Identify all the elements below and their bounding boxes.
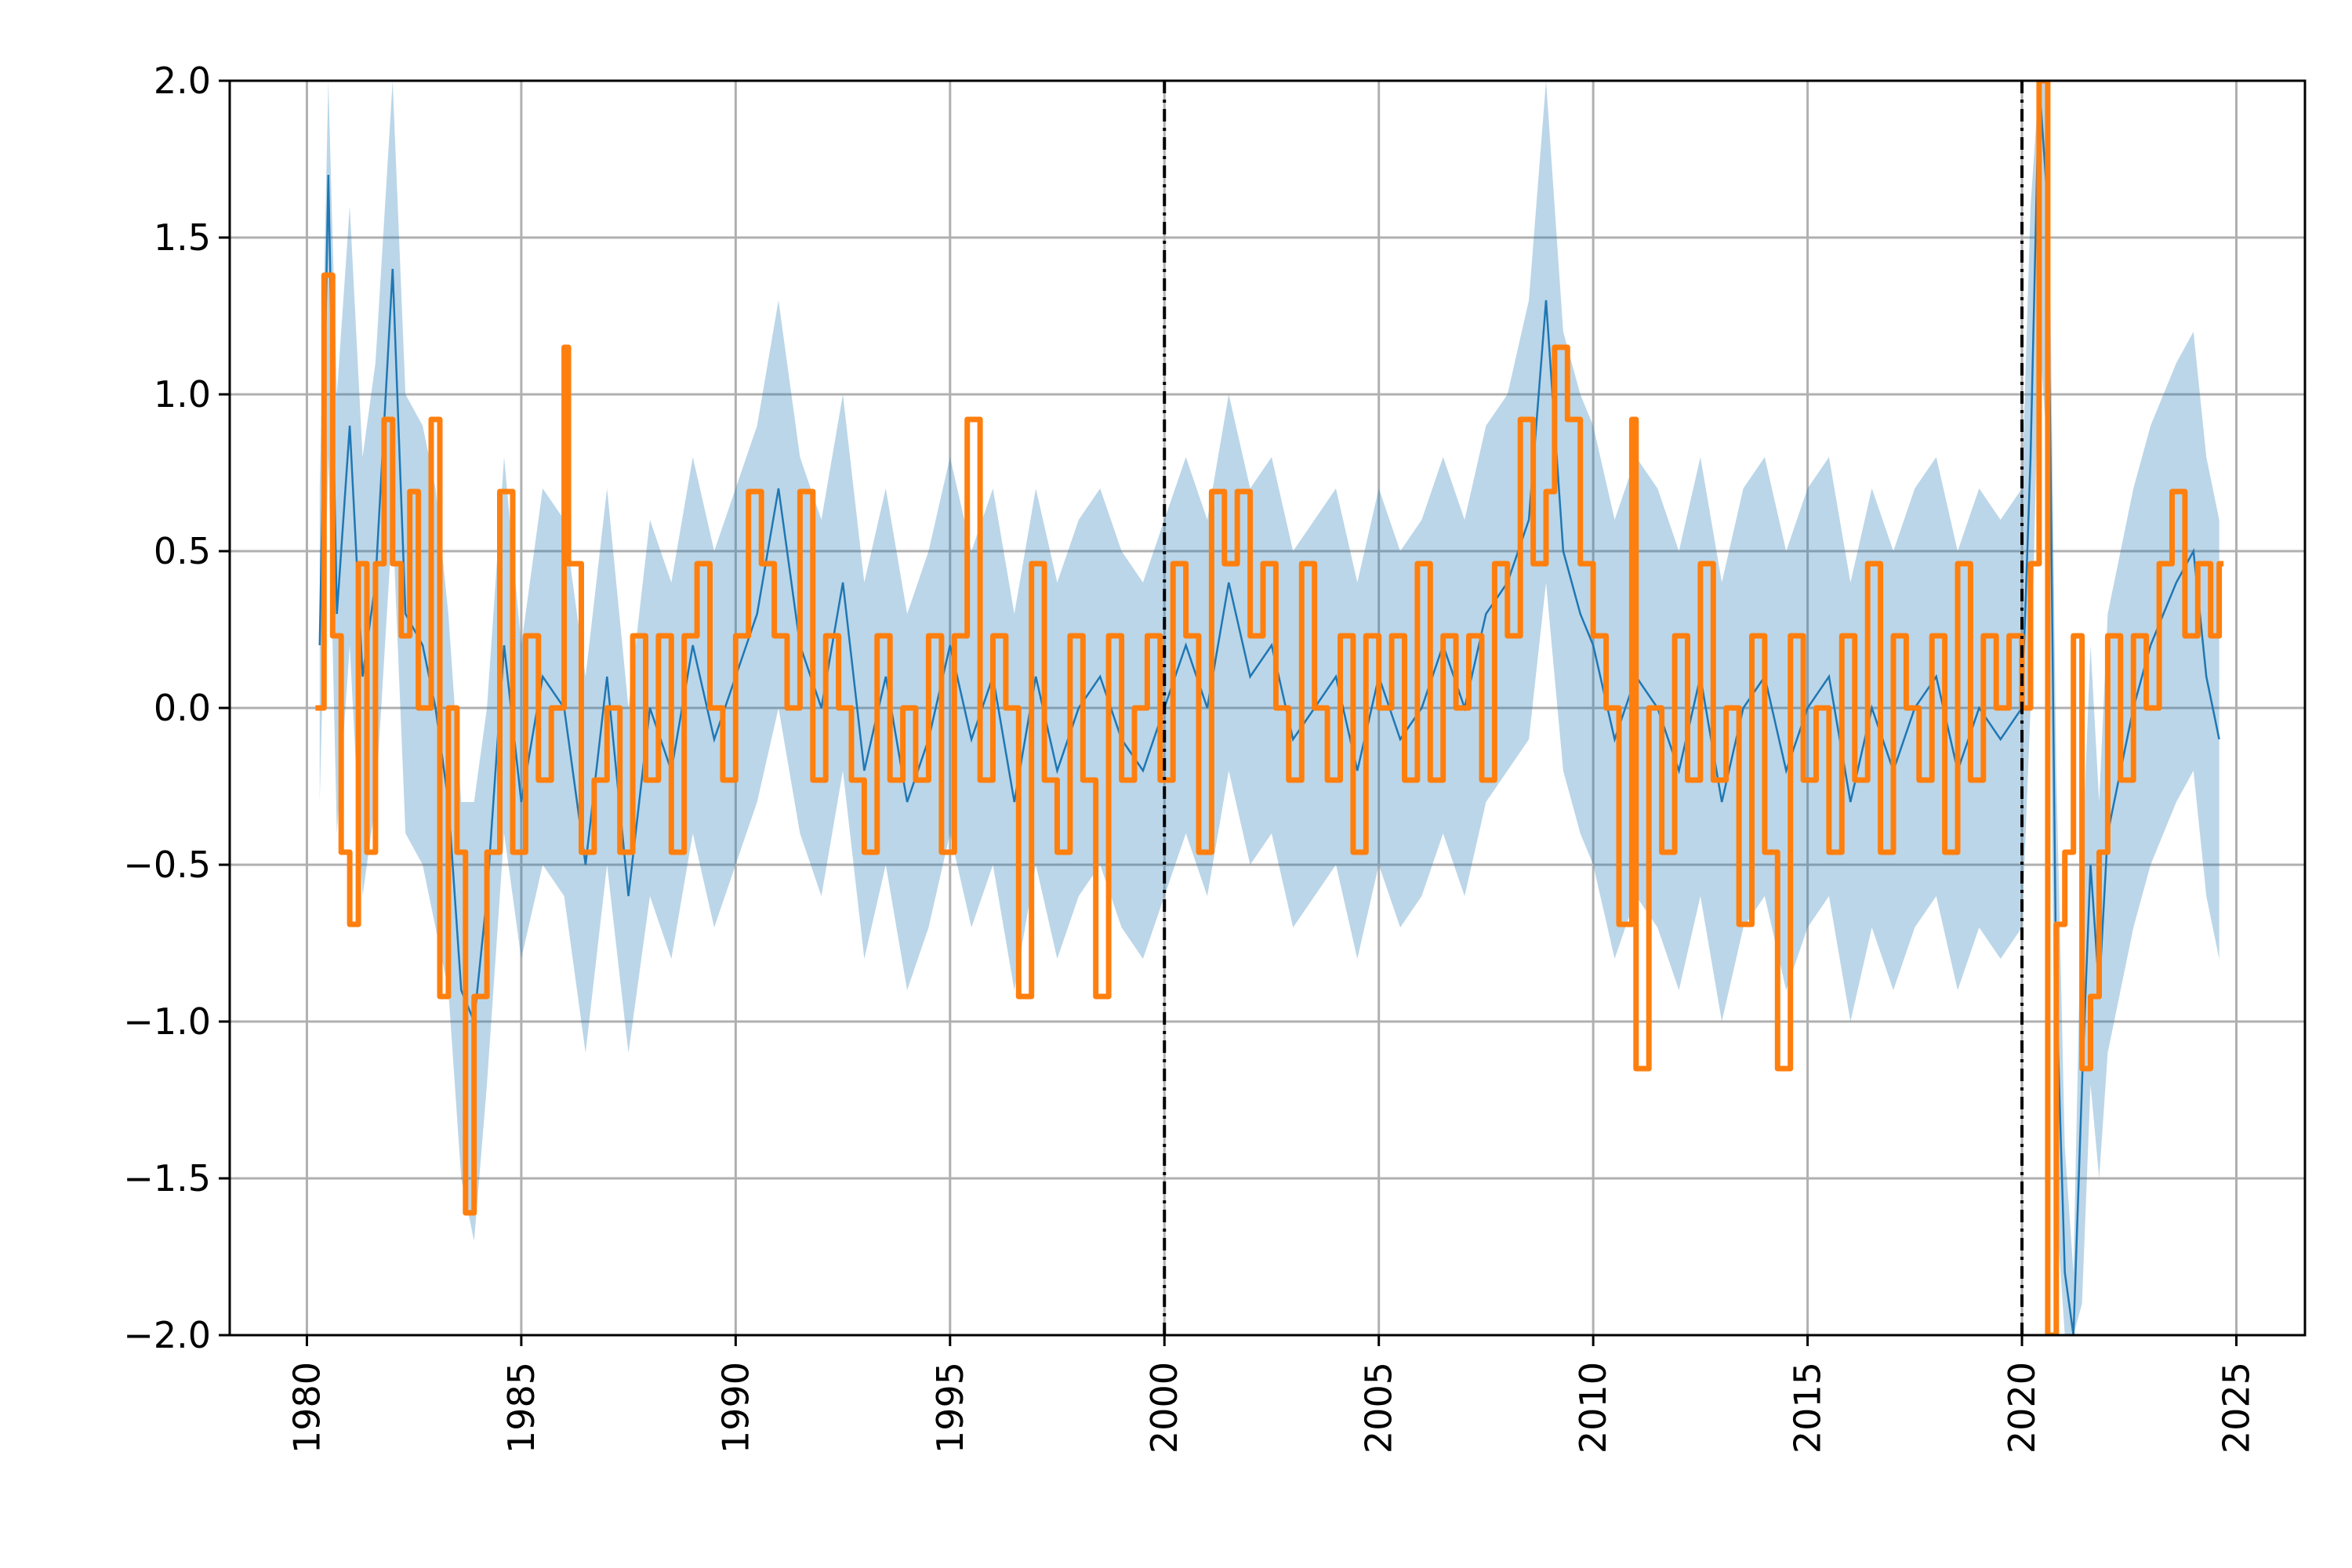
step-line [315,81,2224,1335]
y-tick-label: 1.5 [154,216,211,259]
x-tick-label: 1985 [500,1362,543,1454]
y-tick-label: 1.0 [154,373,211,416]
x-tick-label: 2020 [2001,1362,2043,1454]
confidence-band [319,81,2220,1335]
x-tick-label: 1995 [929,1362,971,1454]
axes: 1980 1985 1990 1995 2000 2005 2010 2015 2020 2025… [123,60,2257,1454]
x-tick-label: 2005 [1358,1362,1400,1454]
x-tick-label: 1990 [714,1362,757,1454]
y-tick-label: −0.5 [123,844,211,886]
series-layer [315,81,2224,1335]
x-tick-label: 1980 [285,1362,328,1454]
mean-line [318,81,2220,1335]
y-tick-label: 0.0 [154,687,211,729]
x-tick-label: 2015 [1787,1362,1829,1454]
y-tick-label: −2.0 [123,1314,211,1356]
y-tick-label: −1.0 [123,1000,211,1043]
x-tick-label: 2010 [1572,1362,1614,1454]
y-tick-label: 0.5 [154,530,211,572]
x-tick-label: 2025 [2215,1362,2257,1454]
y-tick-label: −1.5 [123,1157,211,1200]
y-tick-label: 2.0 [154,60,211,102]
reference-lines [1163,81,2024,1335]
x-tick-label: 2000 [1143,1362,1185,1454]
